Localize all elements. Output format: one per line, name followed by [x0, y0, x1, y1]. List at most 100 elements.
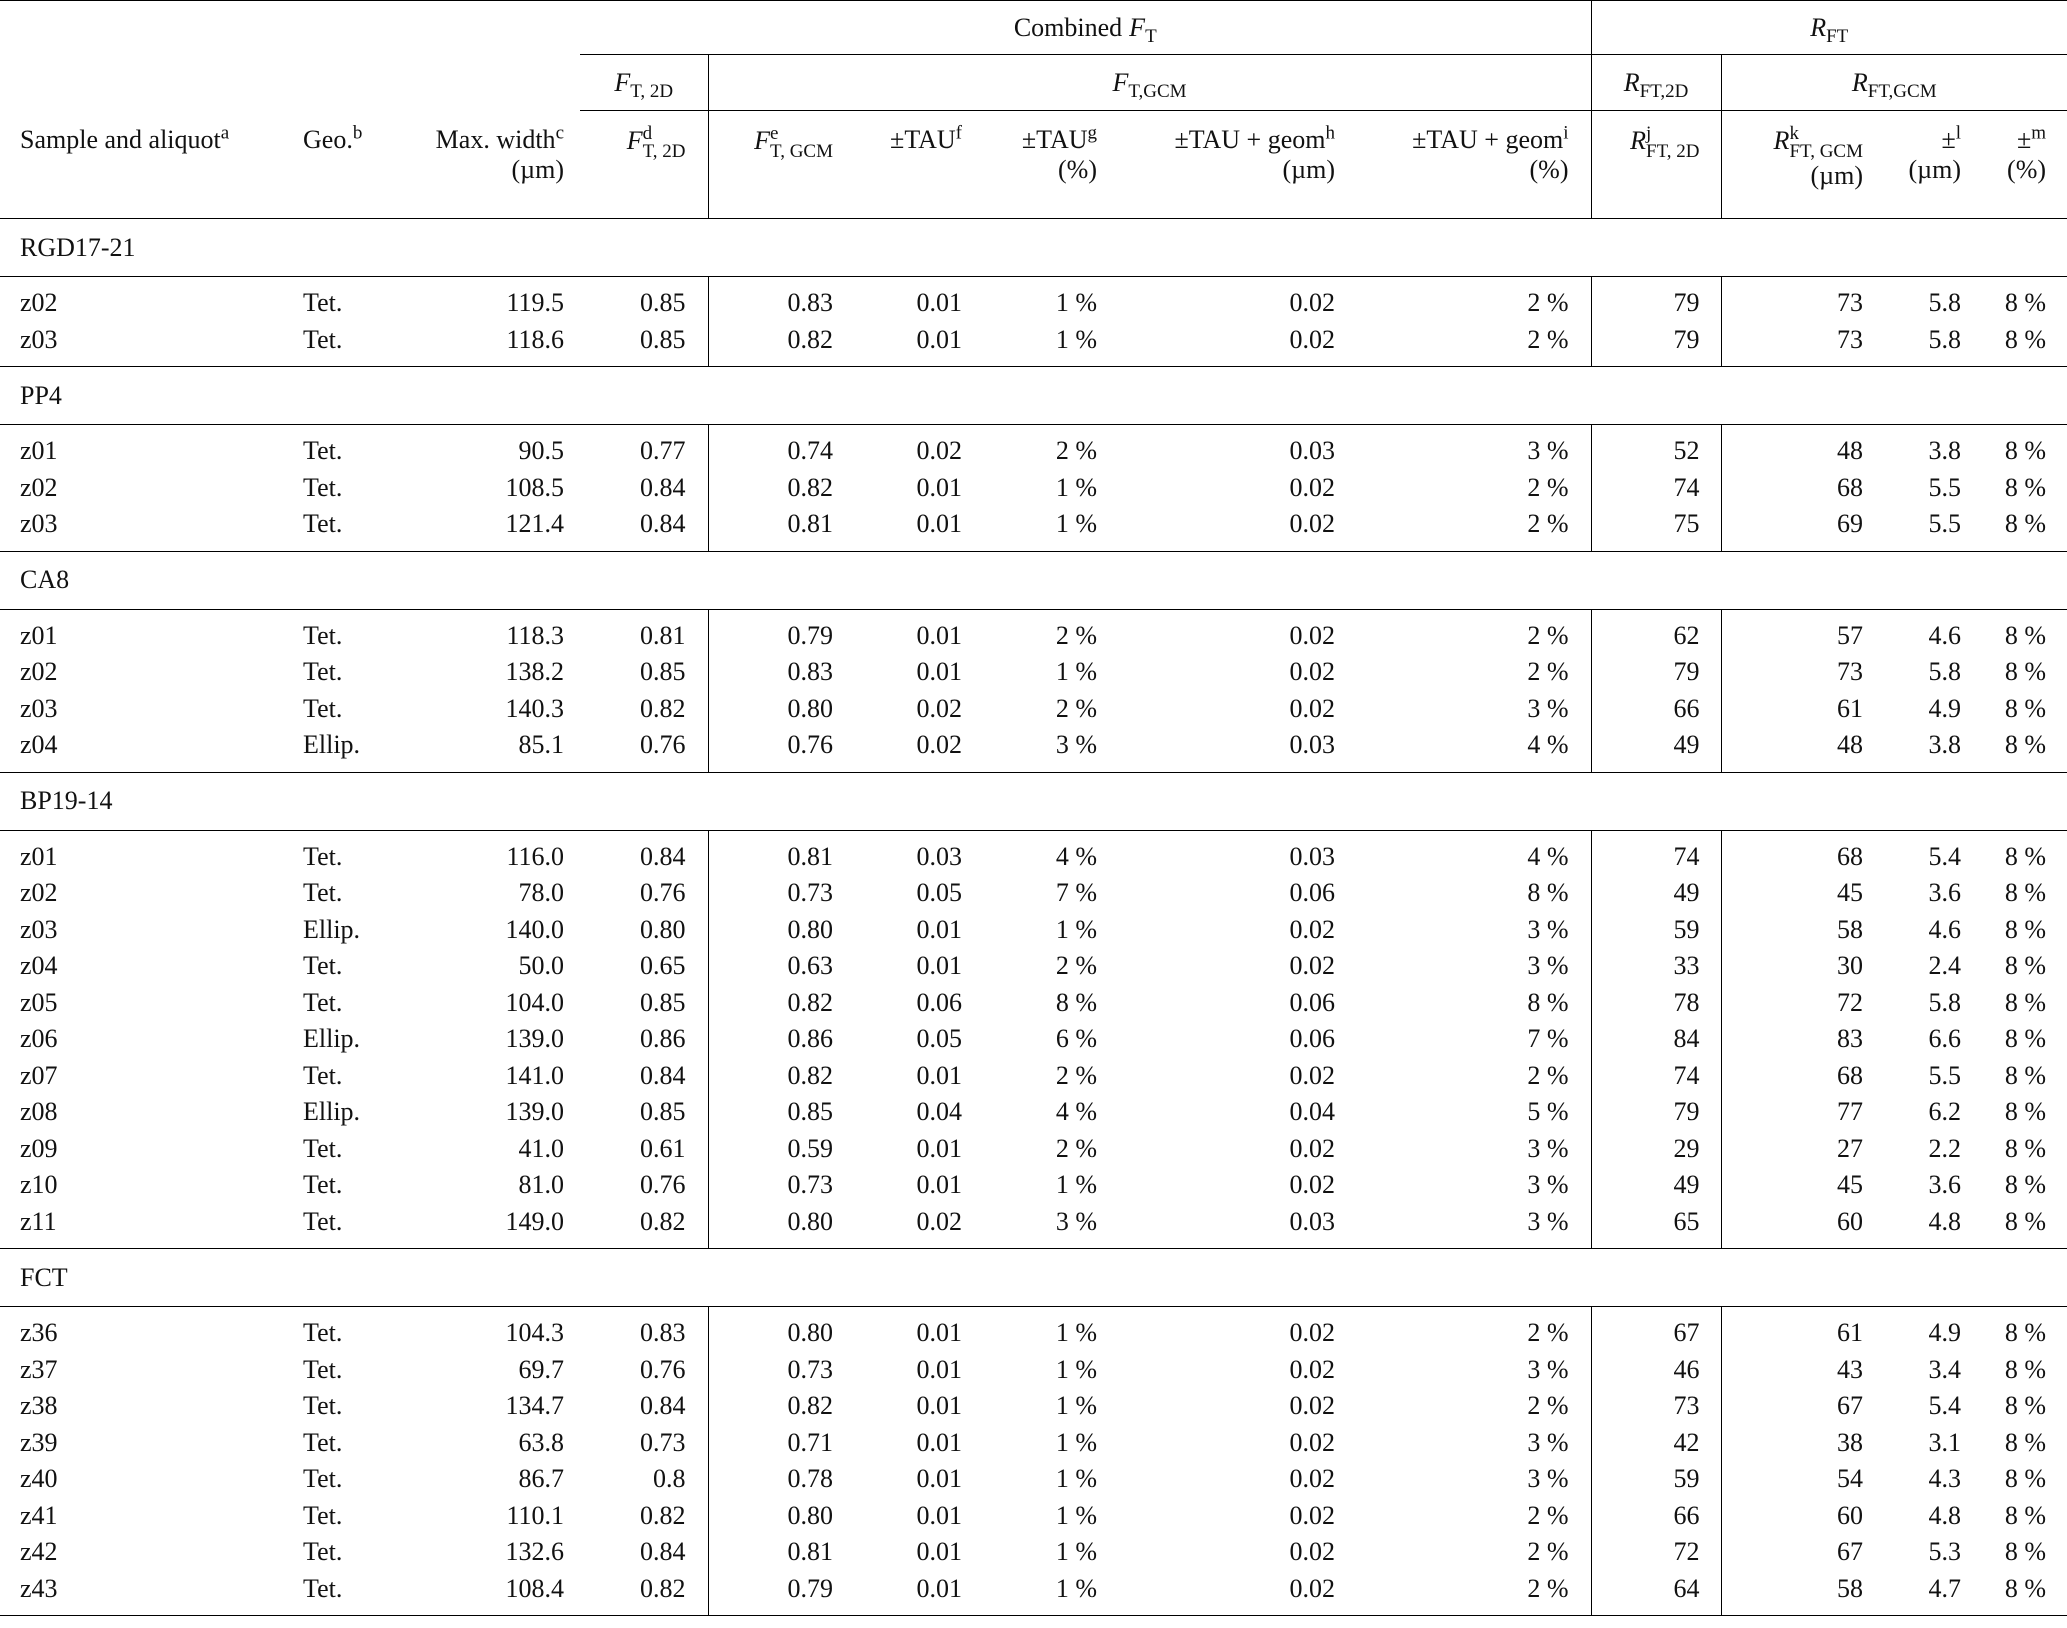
cell: 68	[1837, 841, 1863, 871]
cell: 0.01	[916, 1427, 963, 1457]
cell: 0.82	[787, 987, 834, 1017]
cell: 0.80	[787, 693, 834, 723]
cell: z04	[20, 951, 58, 981]
header-text: Combined	[1013, 12, 1123, 42]
cell: 104.0	[505, 987, 565, 1017]
cell: 83	[1837, 1024, 1863, 1054]
cell: 79	[1591, 276, 1722, 322]
cell: 116.0	[506, 841, 564, 871]
group-row: BP19-14	[0, 771, 2067, 831]
cell: 0.73	[580, 1424, 709, 1461]
cell: 0.82	[787, 472, 834, 502]
data-row: z01 Tet. 116.0 0.84 0.81 0.03 4 % 0.03 4 % 74 68 5.…	[0, 830, 2067, 875]
cell: 61	[1837, 1318, 1863, 1348]
cell: 8 %	[2004, 730, 2047, 760]
cell: 0.02	[916, 436, 963, 466]
cell: 45	[1837, 878, 1863, 908]
data-row: z04 Tet. 50.0 0.65 0.63 0.01 2 % 0.02 3 % 33 30 2.4…	[0, 948, 2067, 985]
header-symbol: F	[614, 67, 631, 97]
cell: 61	[1837, 693, 1863, 723]
cell: 1 %	[1055, 1464, 1097, 1494]
cell: 85.1	[518, 730, 565, 760]
cell: 108.4	[505, 1573, 565, 1603]
cell: Tet.	[303, 472, 343, 502]
cell: 64	[1591, 1570, 1722, 1616]
header-text: Sample and aliquot	[20, 124, 221, 154]
cell: 0.02	[916, 693, 963, 723]
cell: 8 %	[2004, 1097, 2047, 1127]
cell: Tet.	[303, 1354, 343, 1384]
cell: Tet.	[303, 693, 343, 723]
cell: 8 %	[2004, 1391, 2047, 1421]
cell: z02	[20, 878, 58, 908]
cell: 139.0	[505, 1097, 565, 1127]
cell: 59	[1591, 1461, 1722, 1498]
subscript: T,GCM	[1128, 80, 1187, 102]
cell: 0.03	[1289, 730, 1336, 760]
header-symbol: F	[1129, 12, 1146, 42]
cell: 73	[1591, 1388, 1722, 1425]
cell: 138.2	[505, 657, 565, 687]
spanner: FT,GCM	[708, 54, 1592, 111]
cell: Tet.	[303, 951, 343, 981]
cell: 0.02	[1289, 1060, 1336, 1090]
cell: 7 %	[1055, 878, 1097, 908]
cell: 8 %	[2004, 1354, 2047, 1384]
cell: 0.03	[1289, 436, 1336, 466]
cell: 74	[1591, 1057, 1722, 1094]
cell: Tet.	[303, 1060, 343, 1090]
cell: 0.71	[787, 1427, 834, 1457]
subscript: FT, 2D	[1646, 141, 1700, 162]
cell: 0.02	[1289, 1318, 1336, 1348]
cell: 5.5	[1928, 472, 1962, 502]
cell: z36	[20, 1318, 58, 1348]
cell: 0.02	[1289, 1133, 1336, 1163]
cell: 8 %	[1351, 875, 1592, 912]
header-text: ±TAU + geom	[1412, 125, 1564, 154]
cell: 0.83	[787, 657, 834, 687]
header-text: ±	[1941, 125, 1956, 154]
cell: 3.1	[1928, 1427, 1962, 1457]
cell: 38	[1837, 1427, 1863, 1457]
spanner: FT, 2D	[580, 54, 709, 111]
cell: z09	[20, 1133, 58, 1163]
cell: 8 %	[2004, 1318, 2047, 1348]
cell: 139.0	[505, 1024, 565, 1054]
cell: Tet.	[303, 620, 343, 650]
cell: 2 %	[1351, 469, 1592, 506]
cell: Tet.	[303, 1391, 343, 1421]
column-header: Sample and aliquota	[0, 110, 290, 219]
data-row: z02 Tet. 138.2 0.85 0.83 0.01 1 % 0.02 2 % 79 73 5.…	[0, 654, 2067, 691]
cell: 79	[1591, 654, 1722, 691]
cell: 8 %	[2004, 1170, 2047, 1200]
data-row: z03 Ellip. 140.0 0.80 0.80 0.01 1 % 0.02 3 % 59 58…	[0, 911, 2067, 948]
cell: 0.82	[580, 1497, 709, 1534]
cell: 0.84	[580, 469, 709, 506]
column-header: ±TAUg (%)	[978, 110, 1114, 219]
data-row: z42 Tet. 132.6 0.84 0.81 0.01 1 % 0.02 2 % 72 67 5.…	[0, 1534, 2067, 1571]
cell: 0.86	[787, 1024, 834, 1054]
cell: 0.02	[1289, 914, 1336, 944]
cell: 69.7	[518, 1354, 565, 1384]
column-header: Geo.b	[290, 110, 395, 219]
unit: (µm)	[1810, 161, 1863, 190]
header-text: Geo.	[303, 124, 353, 154]
header-text: ±TAU + geom	[1174, 125, 1326, 154]
header-symbol: R	[1851, 67, 1868, 97]
column-header: ±TAU + geomh (µm)	[1114, 110, 1351, 219]
cell: 2 %	[1351, 1497, 1592, 1534]
cell: 0.81	[580, 609, 709, 654]
cell: 8 %	[2004, 951, 2047, 981]
cell: 0.85	[787, 1097, 834, 1127]
cell: 8 %	[2004, 472, 2047, 502]
cell: z03	[20, 324, 58, 354]
cell: 81.0	[518, 1170, 565, 1200]
cell: 3 %	[1055, 1206, 1097, 1236]
cell: 8 %	[2004, 657, 2047, 687]
cell: 33	[1591, 948, 1722, 985]
unit: (%)	[1058, 155, 1097, 184]
cell: 0.85	[580, 321, 709, 367]
